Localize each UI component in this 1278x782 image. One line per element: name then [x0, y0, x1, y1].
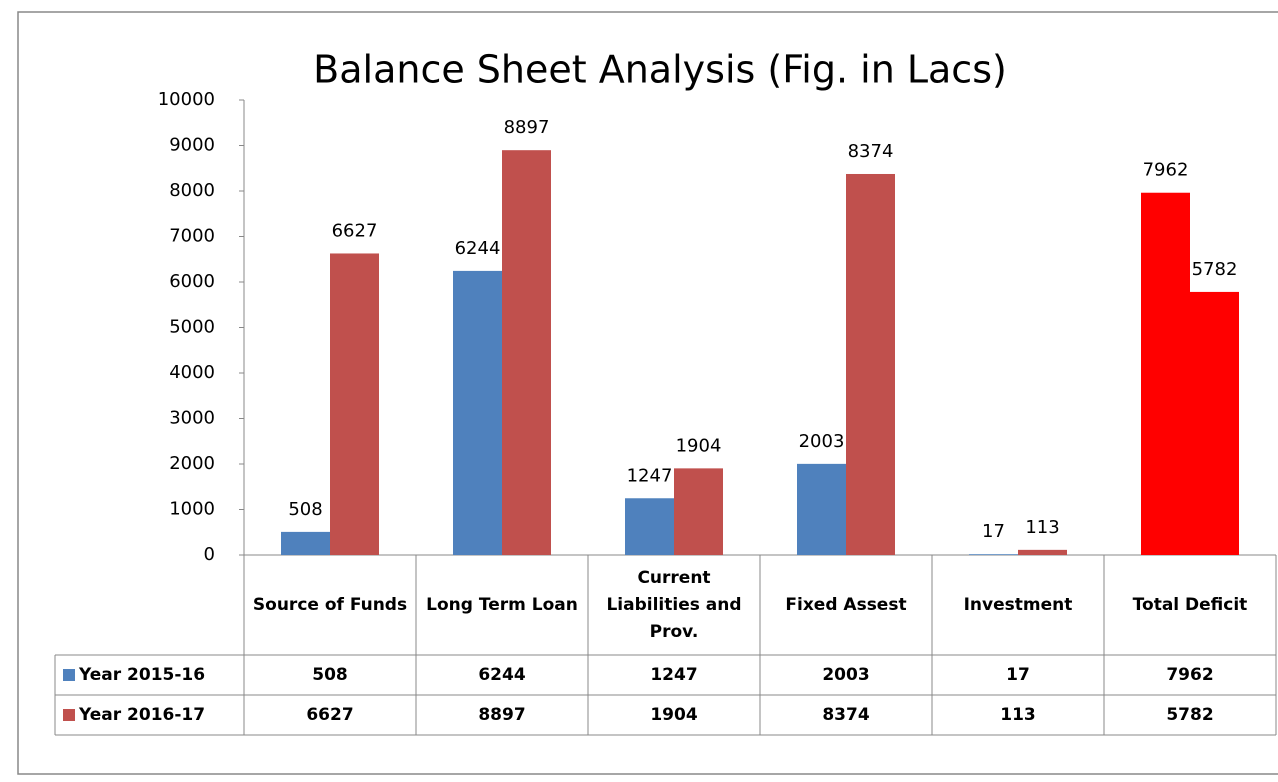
- bar: [330, 253, 379, 555]
- bar: [1141, 192, 1190, 555]
- y-tick-label: 10000: [158, 89, 215, 110]
- legend-key: [63, 709, 75, 721]
- bar: [281, 531, 330, 555]
- table-value: 508: [312, 664, 348, 685]
- data-label: 508: [288, 499, 322, 520]
- data-label: 2003: [799, 431, 845, 452]
- table-value: 113: [1000, 704, 1036, 725]
- table-value: 17: [1006, 664, 1030, 685]
- table-value: 2003: [822, 664, 870, 685]
- bar: [1018, 549, 1067, 555]
- table-value: 5782: [1166, 704, 1214, 725]
- data-label: 8374: [848, 141, 894, 162]
- table-value: 8374: [822, 704, 870, 725]
- bar: [797, 463, 846, 555]
- data-label: 113: [1025, 517, 1059, 538]
- data-label: 6244: [455, 238, 501, 259]
- table-value: 1247: [650, 664, 698, 685]
- data-label: 6627: [332, 220, 378, 241]
- table-value: 8897: [478, 704, 526, 725]
- table-value: 6244: [478, 664, 526, 685]
- y-tick-label: 7000: [169, 226, 215, 247]
- y-tick-label: 6000: [169, 271, 215, 292]
- bar: [846, 173, 895, 555]
- data-label: 8897: [504, 117, 550, 138]
- x-tick-label: Investment: [963, 594, 1073, 615]
- y-tick-label: 1000: [169, 499, 215, 520]
- legend-label: Year 2016-17: [79, 704, 206, 725]
- y-tick-label: 0: [204, 544, 215, 565]
- x-tick-label: Long Term Loan: [426, 594, 578, 615]
- data-label: 5782: [1192, 259, 1238, 280]
- x-tick-label: Source of Funds: [252, 594, 408, 615]
- y-tick-label: 2000: [169, 453, 215, 474]
- y-tick-label: 9000: [169, 135, 215, 156]
- table-value: 1904: [650, 704, 698, 725]
- legend-key: [63, 669, 75, 681]
- bar: [502, 150, 551, 555]
- table-value: 6627: [306, 704, 354, 725]
- x-tick-label: Total Deficit: [1132, 594, 1248, 615]
- table-value: 7962: [1166, 664, 1214, 685]
- y-tick-label: 8000: [169, 180, 215, 201]
- data-label: 1247: [627, 465, 673, 486]
- x-tick-label: Current Liabilities and Prov.: [606, 567, 742, 642]
- bar: [625, 498, 674, 555]
- y-tick-label: 3000: [169, 408, 215, 429]
- chart-title: Balance Sheet Analysis (Fig. in Lacs): [313, 48, 1007, 92]
- data-label: 1904: [676, 435, 722, 456]
- bar: [969, 554, 1018, 555]
- bar: [674, 468, 723, 555]
- chart-frame: [17, 11, 1278, 775]
- x-tick-label: Fixed Assest: [785, 594, 907, 615]
- y-tick-label: 5000: [169, 317, 215, 338]
- data-label: 7962: [1143, 160, 1189, 181]
- data-label: 17: [982, 521, 1005, 542]
- y-tick-label: 4000: [169, 362, 215, 383]
- legend-label: Year 2015-16: [79, 664, 206, 685]
- bar: [1190, 291, 1239, 555]
- bar: [453, 270, 502, 555]
